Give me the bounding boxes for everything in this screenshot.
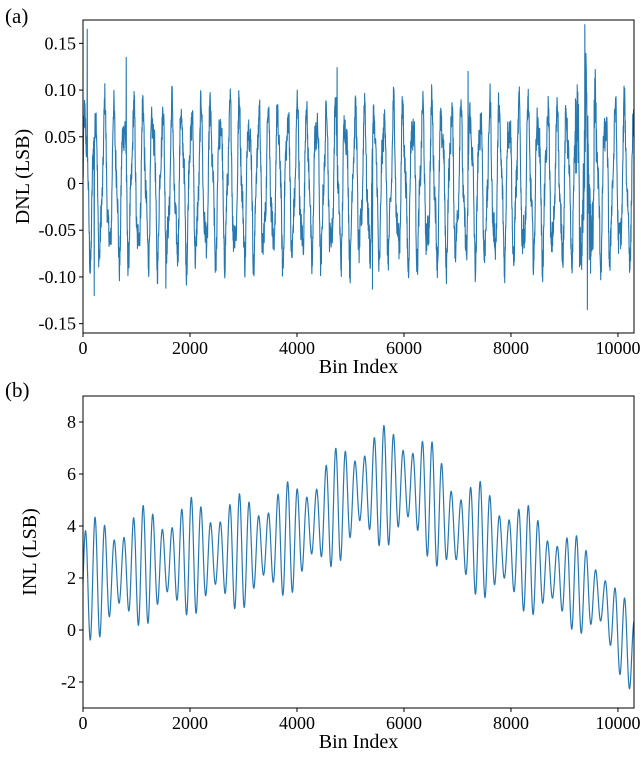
y-tick-label: 2 — [67, 568, 76, 588]
x-tick-label: 2000 — [172, 338, 208, 358]
y-tick-label: 0.05 — [45, 127, 77, 147]
series-line — [82, 424, 635, 690]
panel-label-b: (b) — [5, 378, 30, 402]
y-tick-label: 0.15 — [45, 33, 77, 53]
plot-frame — [82, 395, 635, 709]
x-tick-label: 10000 — [595, 338, 640, 358]
y-tick-label: 0 — [67, 174, 76, 194]
x-tick-label: 0 — [79, 713, 88, 733]
chart-dnl: 0 2000 4000 6000 8000 10000 -0.15 -0.10 -0.05 0 0.… — [12, 19, 640, 378]
x-tick-label: 6000 — [386, 338, 422, 358]
x-tick-label: 6000 — [386, 713, 422, 733]
x-tick-label: 2000 — [172, 713, 208, 733]
x-tick-label: 8000 — [493, 338, 529, 358]
series-line — [82, 24, 635, 311]
y-tick-label: 0 — [67, 620, 76, 640]
y-tick-label: 8 — [67, 412, 76, 432]
y-tick-label: -0.05 — [39, 220, 77, 240]
y-tick-label: 6 — [67, 464, 76, 484]
y-tick-label: -0.15 — [39, 314, 77, 334]
x-axis-label: Bin Index — [319, 731, 398, 753]
x-tick-label: 4000 — [279, 338, 315, 358]
y-tick-label: 0.10 — [45, 80, 77, 100]
x-tick-label: 8000 — [493, 713, 529, 733]
y-tick-label: -2 — [61, 672, 76, 692]
chart-inl: 0 2000 4000 6000 8000 10000 -2 0 2 4 6 8 Bin Index IN… — [19, 395, 640, 753]
plot-frame — [82, 19, 635, 334]
y-axis-label: DNL (LSB) — [12, 129, 34, 224]
panel-label-a: (a) — [5, 4, 29, 28]
x-tick-label: 10000 — [595, 713, 640, 733]
y-tick-label: 4 — [67, 516, 76, 536]
y-axis-label: INL (LSB) — [19, 508, 41, 596]
x-axis-label: Bin Index — [319, 356, 398, 378]
x-tick-label: 4000 — [279, 713, 315, 733]
y-tick-label: -0.10 — [39, 267, 77, 287]
x-tick-label: 0 — [79, 338, 88, 358]
